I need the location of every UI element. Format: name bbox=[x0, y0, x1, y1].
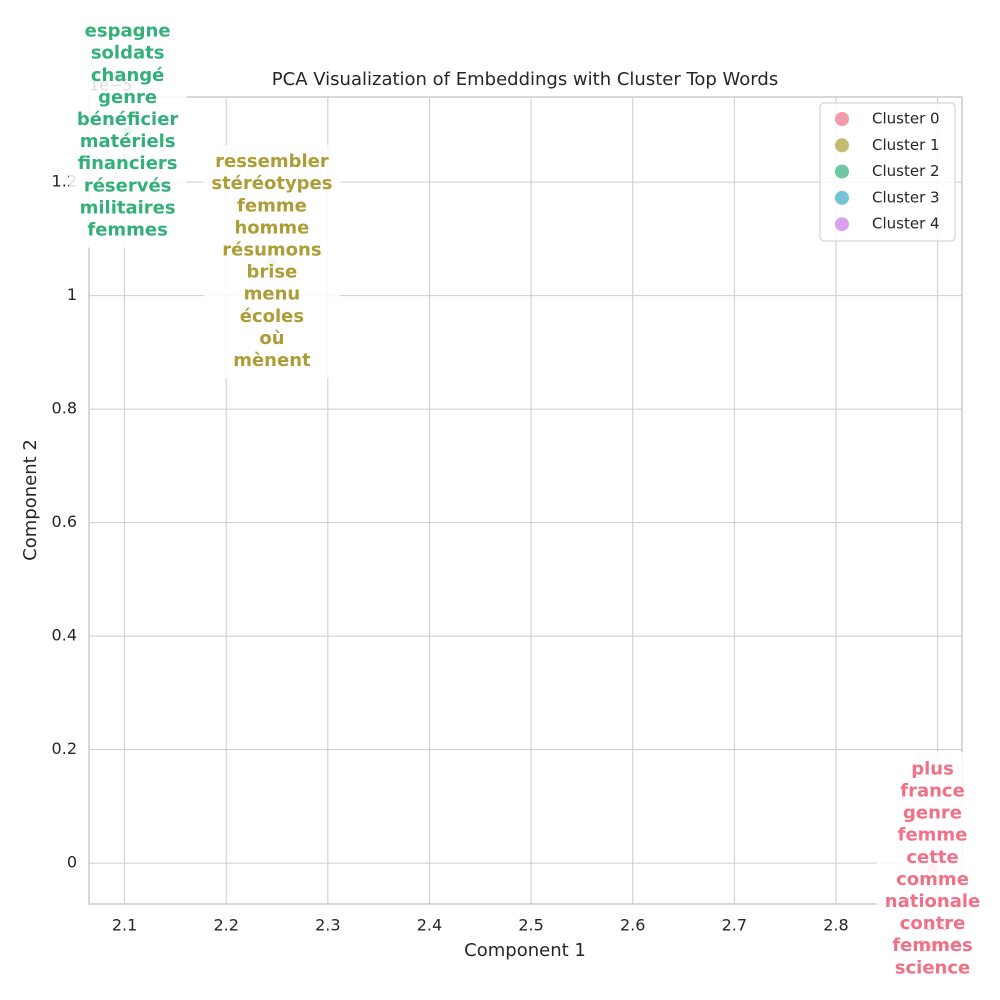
annotation-word: cette bbox=[906, 847, 958, 868]
annotation-word: espagne bbox=[85, 21, 171, 42]
annotation-word: stéréotypes bbox=[211, 173, 332, 194]
x-tick-label: 2.6 bbox=[620, 916, 645, 935]
y-axis-label: Component 2 bbox=[20, 439, 41, 561]
legend-label: Cluster 0 bbox=[872, 110, 940, 128]
legend-marker bbox=[835, 190, 849, 205]
x-tick-label: 2.1 bbox=[112, 916, 137, 935]
annotation-word: résumons bbox=[222, 240, 321, 261]
legend: Cluster 0 Cluster 1 Cluster 2 Cluster 3 Clus… bbox=[819, 102, 956, 242]
annotation: plusfrancegenrefemmecettecommenationalec… bbox=[876, 752, 989, 986]
y-tick-label: 0.4 bbox=[52, 626, 77, 645]
x-tick-label: 2.3 bbox=[315, 916, 340, 935]
y-tick-label: 0 bbox=[67, 853, 77, 872]
annotation-word: où bbox=[259, 328, 284, 349]
annotation-word: nationale bbox=[885, 891, 980, 912]
annotation-word: femmes bbox=[87, 220, 167, 241]
x-tick-label: 2.7 bbox=[722, 916, 747, 935]
annotation-word: science bbox=[895, 957, 970, 978]
annotation: espagnesoldatschangégenrebénéficiermatér… bbox=[68, 14, 187, 248]
legend-marker bbox=[835, 164, 849, 179]
annotation-word: femme bbox=[898, 825, 968, 846]
legend-label: Cluster 2 bbox=[872, 162, 940, 180]
annotation-word: réservés bbox=[84, 175, 172, 196]
y-tick-label: 0.8 bbox=[52, 399, 77, 418]
annotation-word: plus bbox=[911, 758, 954, 779]
annotation-box bbox=[203, 145, 341, 379]
legend-marker bbox=[835, 112, 849, 126]
legend-label: Cluster 4 bbox=[872, 215, 940, 233]
legend-label: Cluster 1 bbox=[872, 136, 940, 154]
x-axis-label: Component 1 bbox=[464, 940, 586, 961]
annotation-word: comme bbox=[896, 869, 969, 890]
legend-marker bbox=[835, 138, 849, 153]
annotation-word: mènent bbox=[233, 350, 311, 371]
y-tick-label: 0.6 bbox=[52, 512, 77, 531]
y-tick-label: 0.2 bbox=[52, 739, 77, 758]
annotation-word: soldats bbox=[91, 43, 165, 64]
annotation-word: genre bbox=[903, 803, 962, 824]
annotation-word: genre bbox=[98, 87, 157, 108]
annotation-word: écoles bbox=[240, 306, 304, 327]
annotation-word: femme bbox=[237, 195, 307, 216]
annotation-word: changé bbox=[91, 65, 165, 86]
annotation-word: contre bbox=[900, 913, 966, 934]
annotation-word: femmes bbox=[892, 935, 972, 956]
annotation-word: france bbox=[900, 780, 965, 801]
annotation-word: matériels bbox=[80, 131, 176, 152]
annotation-word: ressembler bbox=[215, 151, 329, 172]
x-tick-label: 2.8 bbox=[823, 916, 848, 935]
annotation-box bbox=[68, 14, 187, 248]
annotation: ressemblerstéréotypesfemmehommerésumonsb… bbox=[203, 145, 341, 379]
annotation-word: menu bbox=[244, 284, 301, 305]
annotation-word: homme bbox=[234, 217, 309, 238]
x-tick-label: 2.5 bbox=[518, 916, 543, 935]
x-tick-label: 2.4 bbox=[417, 916, 442, 935]
annotation-word: brise bbox=[247, 262, 298, 283]
x-tick-label: 2.2 bbox=[213, 916, 238, 935]
legend-marker bbox=[835, 217, 849, 232]
annotation-box bbox=[876, 752, 989, 986]
plot-frame bbox=[88, 96, 963, 905]
y-tick-label: 1 bbox=[67, 285, 77, 304]
legend-label: Cluster 3 bbox=[872, 188, 940, 206]
annotation-word: militaires bbox=[80, 197, 176, 218]
legend-box bbox=[819, 102, 956, 242]
annotation-word: financiers bbox=[78, 153, 178, 174]
annotation-word: bénéficier bbox=[77, 109, 179, 130]
chart-title: PCA Visualization of Embeddings with Clu… bbox=[272, 69, 778, 90]
